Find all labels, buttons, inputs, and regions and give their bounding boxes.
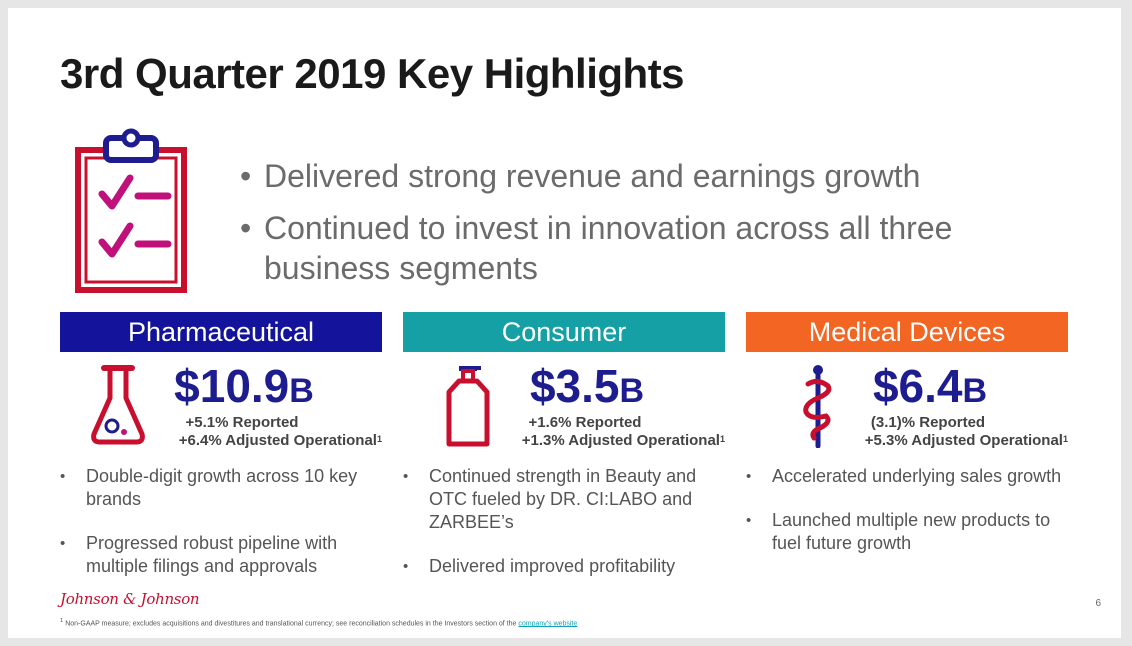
highlight-item: • Delivered strong revenue and earnings … bbox=[240, 156, 1040, 196]
footnote: 1 Non-GAAP measure; excludes acquisition… bbox=[60, 618, 577, 627]
adjusted-growth: +5.3% Adjusted Operational1 bbox=[864, 432, 1068, 449]
list-item: • Accelerated underlying sales growth bbox=[746, 466, 1062, 486]
segment-pharmaceutical: Pharmaceutical $10.9B +5.1% Reported +6.… bbox=[60, 312, 382, 599]
segment-stat: $6.4B (3.1)% Reported +5.3% Adjusted Ope… bbox=[746, 352, 1068, 452]
segment-bullets: • Accelerated underlying sales growth • La… bbox=[746, 465, 1068, 555]
pump-bottle-icon bbox=[446, 366, 490, 447]
segment-header: Consumer bbox=[403, 312, 725, 352]
segment-header: Pharmaceutical bbox=[60, 312, 382, 352]
reported-growth: +5.1% Reported bbox=[185, 414, 299, 431]
footnote-mark: 1 bbox=[719, 434, 725, 444]
page-title: 3rd Quarter 2019 Key Highlights bbox=[60, 50, 685, 97]
segment-stat: $10.9B +5.1% Reported +6.4% Adjusted Ope… bbox=[60, 352, 382, 452]
list-item: • Launched multiple new products to fuel … bbox=[746, 510, 1051, 553]
list-item: • Continued strength in Beauty and OTC fu… bbox=[403, 466, 697, 532]
segment-stat: $3.5B +1.6% Reported +1.3% Adjusted Oper… bbox=[403, 352, 725, 452]
caduceus-icon bbox=[803, 365, 832, 448]
reported-growth: (3.1)% Reported bbox=[870, 414, 986, 431]
footnote-mark: 1 bbox=[376, 434, 382, 444]
segment-consumer: Consumer $3.5B +1.6% Reported +1.3% Adju… bbox=[403, 312, 725, 599]
company-logo: Johnson & Johnson bbox=[60, 590, 200, 608]
revenue-amount: $3.5B bbox=[529, 360, 645, 412]
revenue-amount: $10.9B bbox=[174, 360, 314, 412]
segment-medical-devices: Medical Devices $6.4B (3.1)% Reported +5… bbox=[746, 312, 1068, 576]
list-item: • Double-digit growth across 10 key brand… bbox=[60, 466, 358, 509]
page-number: 6 bbox=[1095, 598, 1101, 609]
segment-header: Medical Devices bbox=[746, 312, 1068, 352]
bullet-marker: • bbox=[240, 158, 252, 194]
segment-bullets: • Continued strength in Beauty and OTC fu… bbox=[403, 465, 725, 578]
clipboard-checklist-icon bbox=[75, 128, 187, 293]
adjusted-growth: +6.4% Adjusted Operational1 bbox=[178, 432, 382, 449]
highlight-text: Delivered strong revenue and earnings gr… bbox=[264, 158, 921, 194]
highlights-list: • Delivered strong revenue and earnings … bbox=[240, 156, 1040, 300]
adjusted-growth: +1.3% Adjusted Operational1 bbox=[521, 432, 725, 449]
list-item: • Delivered improved profitability bbox=[403, 556, 676, 576]
footnote-mark: 1 bbox=[1062, 434, 1068, 444]
company-website-link[interactable]: company's website bbox=[518, 620, 578, 628]
highlight-item: • Continued to invest in innovation acro… bbox=[240, 208, 1040, 288]
footnote-text: Non-GAAP measure; excludes acquisitions … bbox=[65, 620, 517, 628]
list-item: • Progressed robust pipeline with multipl… bbox=[60, 533, 338, 576]
reported-growth: +1.6% Reported bbox=[528, 414, 642, 431]
segment-bullets: • Double-digit growth across 10 key brand… bbox=[60, 465, 382, 578]
footnote-mark: 1 bbox=[60, 618, 64, 624]
slide: 3rd Quarter 2019 Key Highlights • Delive… bbox=[8, 8, 1121, 638]
flask-icon bbox=[91, 365, 145, 445]
highlight-text: Continued to invest in innovation across… bbox=[264, 210, 953, 286]
bullet-marker: • bbox=[240, 210, 252, 246]
revenue-amount: $6.4B bbox=[872, 360, 988, 412]
